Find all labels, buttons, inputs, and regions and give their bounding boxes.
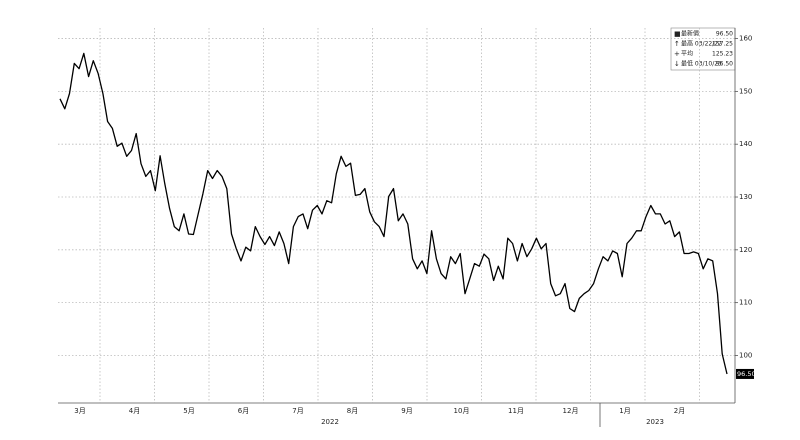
legend-value: 96.50 (716, 31, 733, 38)
y-tick-label: 160 (739, 35, 752, 43)
legend-icon: ↓ (674, 60, 680, 68)
x-tick-label: 3月 (74, 407, 85, 415)
x-tick-label: 12月 (563, 407, 579, 415)
x-tick-label: 8月 (347, 407, 358, 415)
x-tick-label: 9月 (401, 407, 412, 415)
legend-icon: ↑ (674, 40, 680, 48)
legend-name: 平均 (681, 50, 693, 58)
legend-box (670, 27, 736, 71)
y-tick-label: 130 (739, 193, 752, 201)
y-tick-label: 110 (739, 299, 752, 307)
year-label: 2022 (321, 418, 339, 426)
price-line (59, 52, 728, 375)
legend-icon: ■ (674, 30, 681, 38)
x-tick-label: 10月 (454, 407, 470, 415)
legend-value: 125.23 (712, 51, 733, 58)
year-label: 2023 (646, 418, 664, 426)
legend-value: 96.50 (716, 61, 733, 68)
x-tick-label: 4月 (129, 407, 140, 415)
x-tick-label: 2月 (674, 407, 685, 415)
last-value-label: 96.50 (737, 370, 756, 378)
legend-name: 最新價 (681, 30, 699, 38)
x-tick-label: 6月 (238, 407, 249, 415)
y-tick-label: 140 (739, 140, 752, 148)
legend-name: 最低 03/10/23 (681, 60, 722, 68)
x-tick-label: 1月 (619, 407, 630, 415)
legend-icon: + (674, 50, 680, 58)
x-tick-label: 7月 (292, 407, 303, 415)
y-tick-label: 150 (739, 87, 752, 95)
legend-value: 157.25 (712, 41, 733, 48)
x-tick-label: 5月 (183, 407, 194, 415)
legend-name: 最高 03/22/22 (681, 40, 722, 48)
x-tick-label: 11月 (508, 407, 524, 415)
y-tick-label: 100 (739, 351, 752, 359)
y-tick-label: 120 (739, 246, 752, 254)
last-value-tag (736, 368, 754, 379)
